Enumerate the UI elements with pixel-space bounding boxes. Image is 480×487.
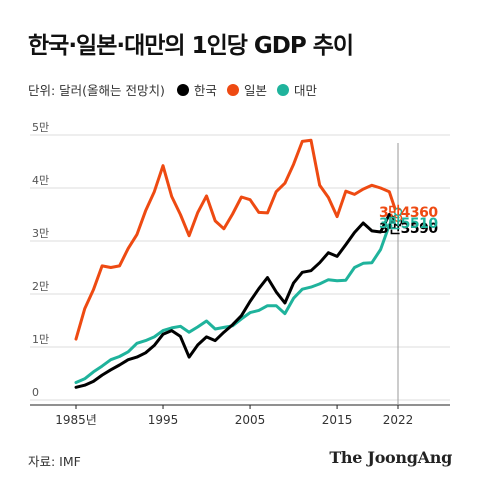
- page-title: 한국·일본·대만의 1인당 GDP 추이: [28, 33, 354, 59]
- y-tick-label-3: 3만: [32, 227, 49, 240]
- y-tick-label-4: 4만: [32, 174, 49, 187]
- legend-item-korea: 한국: [176, 80, 217, 99]
- legend-dot-japan: [226, 83, 239, 96]
- legend-dot-korea: [176, 83, 189, 96]
- y-tick-label-0: 0: [32, 386, 39, 399]
- source-label: 자료: IMF: [28, 454, 81, 469]
- y-tick-label-1: 1만: [32, 333, 49, 346]
- series-line-japan: [74, 138, 400, 341]
- series-line-korea: [74, 213, 400, 389]
- legend-dot-taiwan: [276, 83, 289, 96]
- legend-item-japan: 일본: [226, 80, 267, 99]
- y-tick-label-2: 2만: [32, 280, 49, 293]
- x-tick-label-2: 2005: [235, 413, 266, 427]
- brand-logo: The JoongAng: [329, 448, 452, 467]
- series-lines: [74, 138, 400, 389]
- unit-label: 단위: 달러(올해는 전망치): [28, 83, 165, 98]
- legend-label-korea: 한국: [193, 83, 217, 98]
- series-endpoints: [393, 207, 403, 227]
- series-line-taiwan: [74, 210, 400, 384]
- legend-label-taiwan: 대만: [293, 83, 317, 98]
- x-tick-label-0: 1985년: [55, 413, 97, 427]
- legend-item-taiwan: 대만: [276, 80, 317, 99]
- y-tick-label-5: 5만: [32, 121, 49, 134]
- endpoint-taiwan: [393, 207, 403, 217]
- end-label-taiwan: 3만5510: [379, 216, 438, 232]
- chart-grid: 0 1만 2만 3만 4만 5만: [30, 121, 450, 401]
- x-tick-label-1: 1995: [148, 413, 179, 427]
- x-axis: 1985년 1995 2005 2015 2022: [30, 404, 450, 427]
- legend-label-japan: 일본: [243, 83, 267, 98]
- end-label-korea: 3만3590: [379, 221, 438, 237]
- end-label-japan: 3만4360: [379, 205, 438, 221]
- x-tick-label-3: 2015: [322, 413, 353, 427]
- legend: 단위: 달러(올해는 전망치) 한국 일본 대만: [28, 80, 327, 99]
- x-tick-label-4: 2022: [383, 413, 414, 427]
